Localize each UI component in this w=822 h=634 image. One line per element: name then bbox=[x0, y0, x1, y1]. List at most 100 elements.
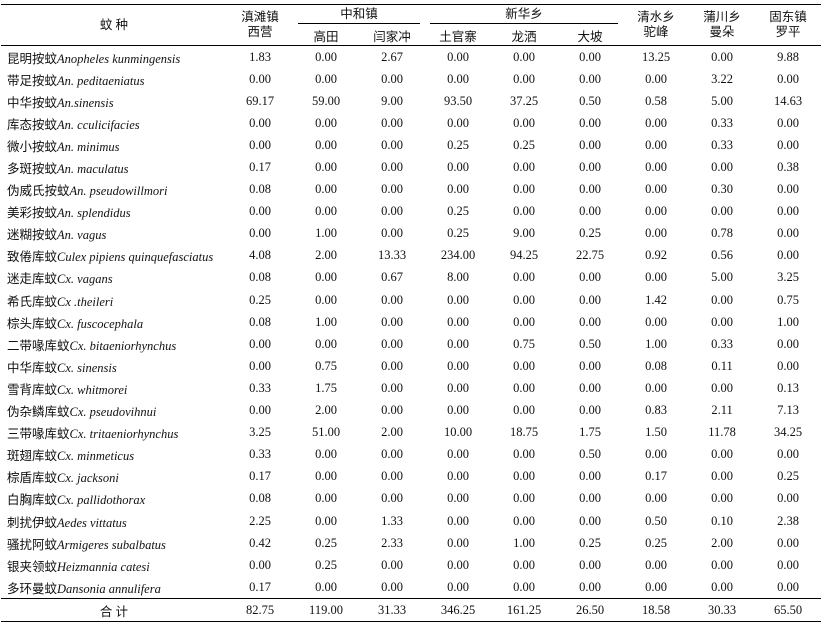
value-cell: 0.00 bbox=[777, 557, 799, 572]
species-cn: 骚扰阿蚊 bbox=[7, 537, 58, 552]
species-latin: Cx. vagans bbox=[57, 272, 113, 287]
value-cell: 0.00 bbox=[249, 336, 271, 351]
value-cell: 11.78 bbox=[708, 425, 736, 440]
data-row: 三带喙库蚊Cx. tritaeniorhynchus 3.25 51.00 2.00 1… bbox=[1, 422, 821, 444]
value-cell: 2.33 bbox=[381, 535, 403, 550]
value-cell: 8.00 bbox=[447, 270, 469, 285]
value-cell: 0.17 bbox=[645, 469, 667, 484]
value-cell: 0.00 bbox=[645, 491, 667, 506]
data-row: 银夹领蚊Heizmannia catesi 0.00 0.25 0.00 0.00 0.0… bbox=[1, 554, 821, 576]
value-cell: 1.75 bbox=[579, 425, 601, 440]
species-cn: 伪威氏按蚊 bbox=[7, 184, 70, 199]
value-cell: 0.00 bbox=[249, 71, 271, 86]
value-cell: 7.13 bbox=[777, 403, 799, 418]
value-cell: 1.00 bbox=[777, 314, 799, 329]
value-cell: 0.08 bbox=[249, 314, 271, 329]
total-value: 161.25 bbox=[491, 598, 558, 623]
value-cell: 0.00 bbox=[579, 71, 601, 86]
value-cell: 0.00 bbox=[579, 137, 601, 152]
species-cn: 棕盾库蚊 bbox=[7, 471, 58, 486]
village-name: 大坡 bbox=[557, 25, 624, 46]
value-cell: 1.33 bbox=[381, 513, 403, 528]
village-name: 土官寨 bbox=[425, 25, 492, 46]
species-latin: Culex pipiens quinquefasciatus bbox=[57, 250, 214, 265]
species-cell: 迷糊按蚊An. vagus bbox=[1, 223, 227, 245]
species-latin: Cx. pallidothorax bbox=[57, 493, 146, 508]
value-cell: 0.00 bbox=[513, 71, 535, 86]
total-value: 30.33 bbox=[689, 598, 756, 623]
species-cell: 伪威氏按蚊An. pseudowillmori bbox=[1, 179, 227, 201]
species-cn: 伪杂鳞库蚊 bbox=[7, 405, 70, 420]
data-row: 刺扰伊蚊Aedes vittatus 2.25 0.00 1.33 0.00 0.00 0.… bbox=[1, 510, 821, 532]
value-cell: 0.00 bbox=[315, 336, 337, 351]
species-cell: 棕盾库蚊Cx. jacksoni bbox=[1, 466, 227, 488]
species-latin: Cx. whitmorei bbox=[57, 382, 128, 397]
species-cn: 雪背库蚊 bbox=[7, 382, 58, 397]
village-name: 龙洒 bbox=[491, 25, 558, 46]
data-row: 迷走库蚊Cx. vagans 0.08 0.00 0.67 8.00 0.00 0.00 0.… bbox=[1, 267, 821, 289]
species-cell: 微小按蚊An. minimus bbox=[1, 134, 227, 156]
value-cell: 0.00 bbox=[315, 270, 337, 285]
value-cell: 9.88 bbox=[777, 49, 799, 64]
value-cell: 0.00 bbox=[513, 204, 535, 219]
value-cell: 0.00 bbox=[579, 491, 601, 506]
village-name: 闫家冲 bbox=[359, 25, 426, 46]
value-cell: 0.11 bbox=[711, 358, 733, 373]
data-row: 迷糊按蚊An. vagus 0.00 1.00 0.00 0.25 9.00 0.25 0.0… bbox=[1, 223, 821, 245]
header-row: 高田 闫家冲 土官寨 龙洒 大坡 bbox=[1, 25, 821, 46]
value-cell: 0.00 bbox=[777, 535, 799, 550]
value-cell: 2.00 bbox=[381, 425, 403, 440]
species-cell: 希氏库蚊Cx .theileri bbox=[1, 289, 227, 311]
value-cell: 0.33 bbox=[249, 447, 271, 462]
value-cell: 0.50 bbox=[645, 513, 667, 528]
species-cn: 中华按蚊 bbox=[7, 95, 58, 110]
value-cell: 0.00 bbox=[645, 557, 667, 572]
value-cell: 2.00 bbox=[315, 403, 337, 418]
value-cell: 0.00 bbox=[513, 160, 535, 175]
data-row: 中华按蚊An.sinensis 69.17 59.00 9.00 93.50 37.25 0… bbox=[1, 90, 821, 112]
value-cell: 0.00 bbox=[447, 314, 469, 329]
species-cell: 多斑按蚊An. maculatus bbox=[1, 156, 227, 178]
value-cell: 2.25 bbox=[249, 513, 271, 528]
species-cn: 白胸库蚊 bbox=[7, 493, 58, 508]
value-cell: 0.00 bbox=[381, 336, 403, 351]
group-header: 固东镇 罗平 bbox=[755, 4, 822, 46]
value-cell: 0.00 bbox=[513, 115, 535, 130]
species-cn: 二带喙库蚊 bbox=[7, 338, 70, 353]
value-cell: 0.00 bbox=[315, 71, 337, 86]
data-row: 二带喙库蚊Cx. bitaeniorhynchus 0.00 0.00 0.00 0.0… bbox=[1, 333, 821, 355]
species-latin: Cx. fuscocephala bbox=[57, 316, 144, 331]
value-cell: 0.00 bbox=[381, 115, 403, 130]
value-cell: 0.13 bbox=[777, 380, 799, 395]
value-cell: 0.00 bbox=[447, 380, 469, 395]
value-cell: 0.00 bbox=[381, 447, 403, 462]
value-cell: 3.25 bbox=[249, 425, 271, 440]
value-cell: 0.00 bbox=[645, 380, 667, 395]
total-label: 合 计 bbox=[1, 598, 227, 623]
value-cell: 0.00 bbox=[513, 314, 535, 329]
value-cell: 0.00 bbox=[315, 160, 337, 175]
value-cell: 0.17 bbox=[249, 160, 271, 175]
data-row: 棕盾库蚊Cx. jacksoni 0.17 0.00 0.00 0.00 0.00 0.00… bbox=[1, 466, 821, 488]
species-latin: Cx .theileri bbox=[57, 294, 114, 309]
value-cell: 0.00 bbox=[645, 447, 667, 462]
value-cell: 0.00 bbox=[777, 579, 799, 594]
group-header: 滇滩镇 西营 bbox=[227, 4, 293, 46]
value-cell: 0.00 bbox=[381, 579, 403, 594]
value-cell: 0.00 bbox=[711, 469, 733, 484]
value-cell: 0.75 bbox=[777, 292, 799, 307]
header-row: 蚊 种滇滩镇 西营 中和镇 新华乡 清水乡 驼峰 蒲川乡 曼朵 固东镇 罗平 bbox=[1, 4, 822, 46]
group-header: 新华乡 bbox=[425, 4, 624, 25]
value-cell: 0.00 bbox=[447, 491, 469, 506]
value-cell: 0.56 bbox=[711, 248, 733, 263]
species-cn: 多环曼蚊 bbox=[7, 581, 58, 596]
value-cell: 1.83 bbox=[249, 49, 271, 64]
species-latin: Dansonia annulifera bbox=[57, 581, 161, 596]
value-cell: 0.00 bbox=[777, 336, 799, 351]
value-cell: 0.00 bbox=[249, 115, 271, 130]
value-cell: 0.00 bbox=[711, 447, 733, 462]
value-cell: 0.00 bbox=[513, 270, 535, 285]
value-cell: 0.00 bbox=[447, 71, 469, 86]
total-value: 65.50 bbox=[755, 598, 822, 623]
species-cell: 昆明按蚊Anopheles kunmingensis bbox=[1, 46, 227, 69]
